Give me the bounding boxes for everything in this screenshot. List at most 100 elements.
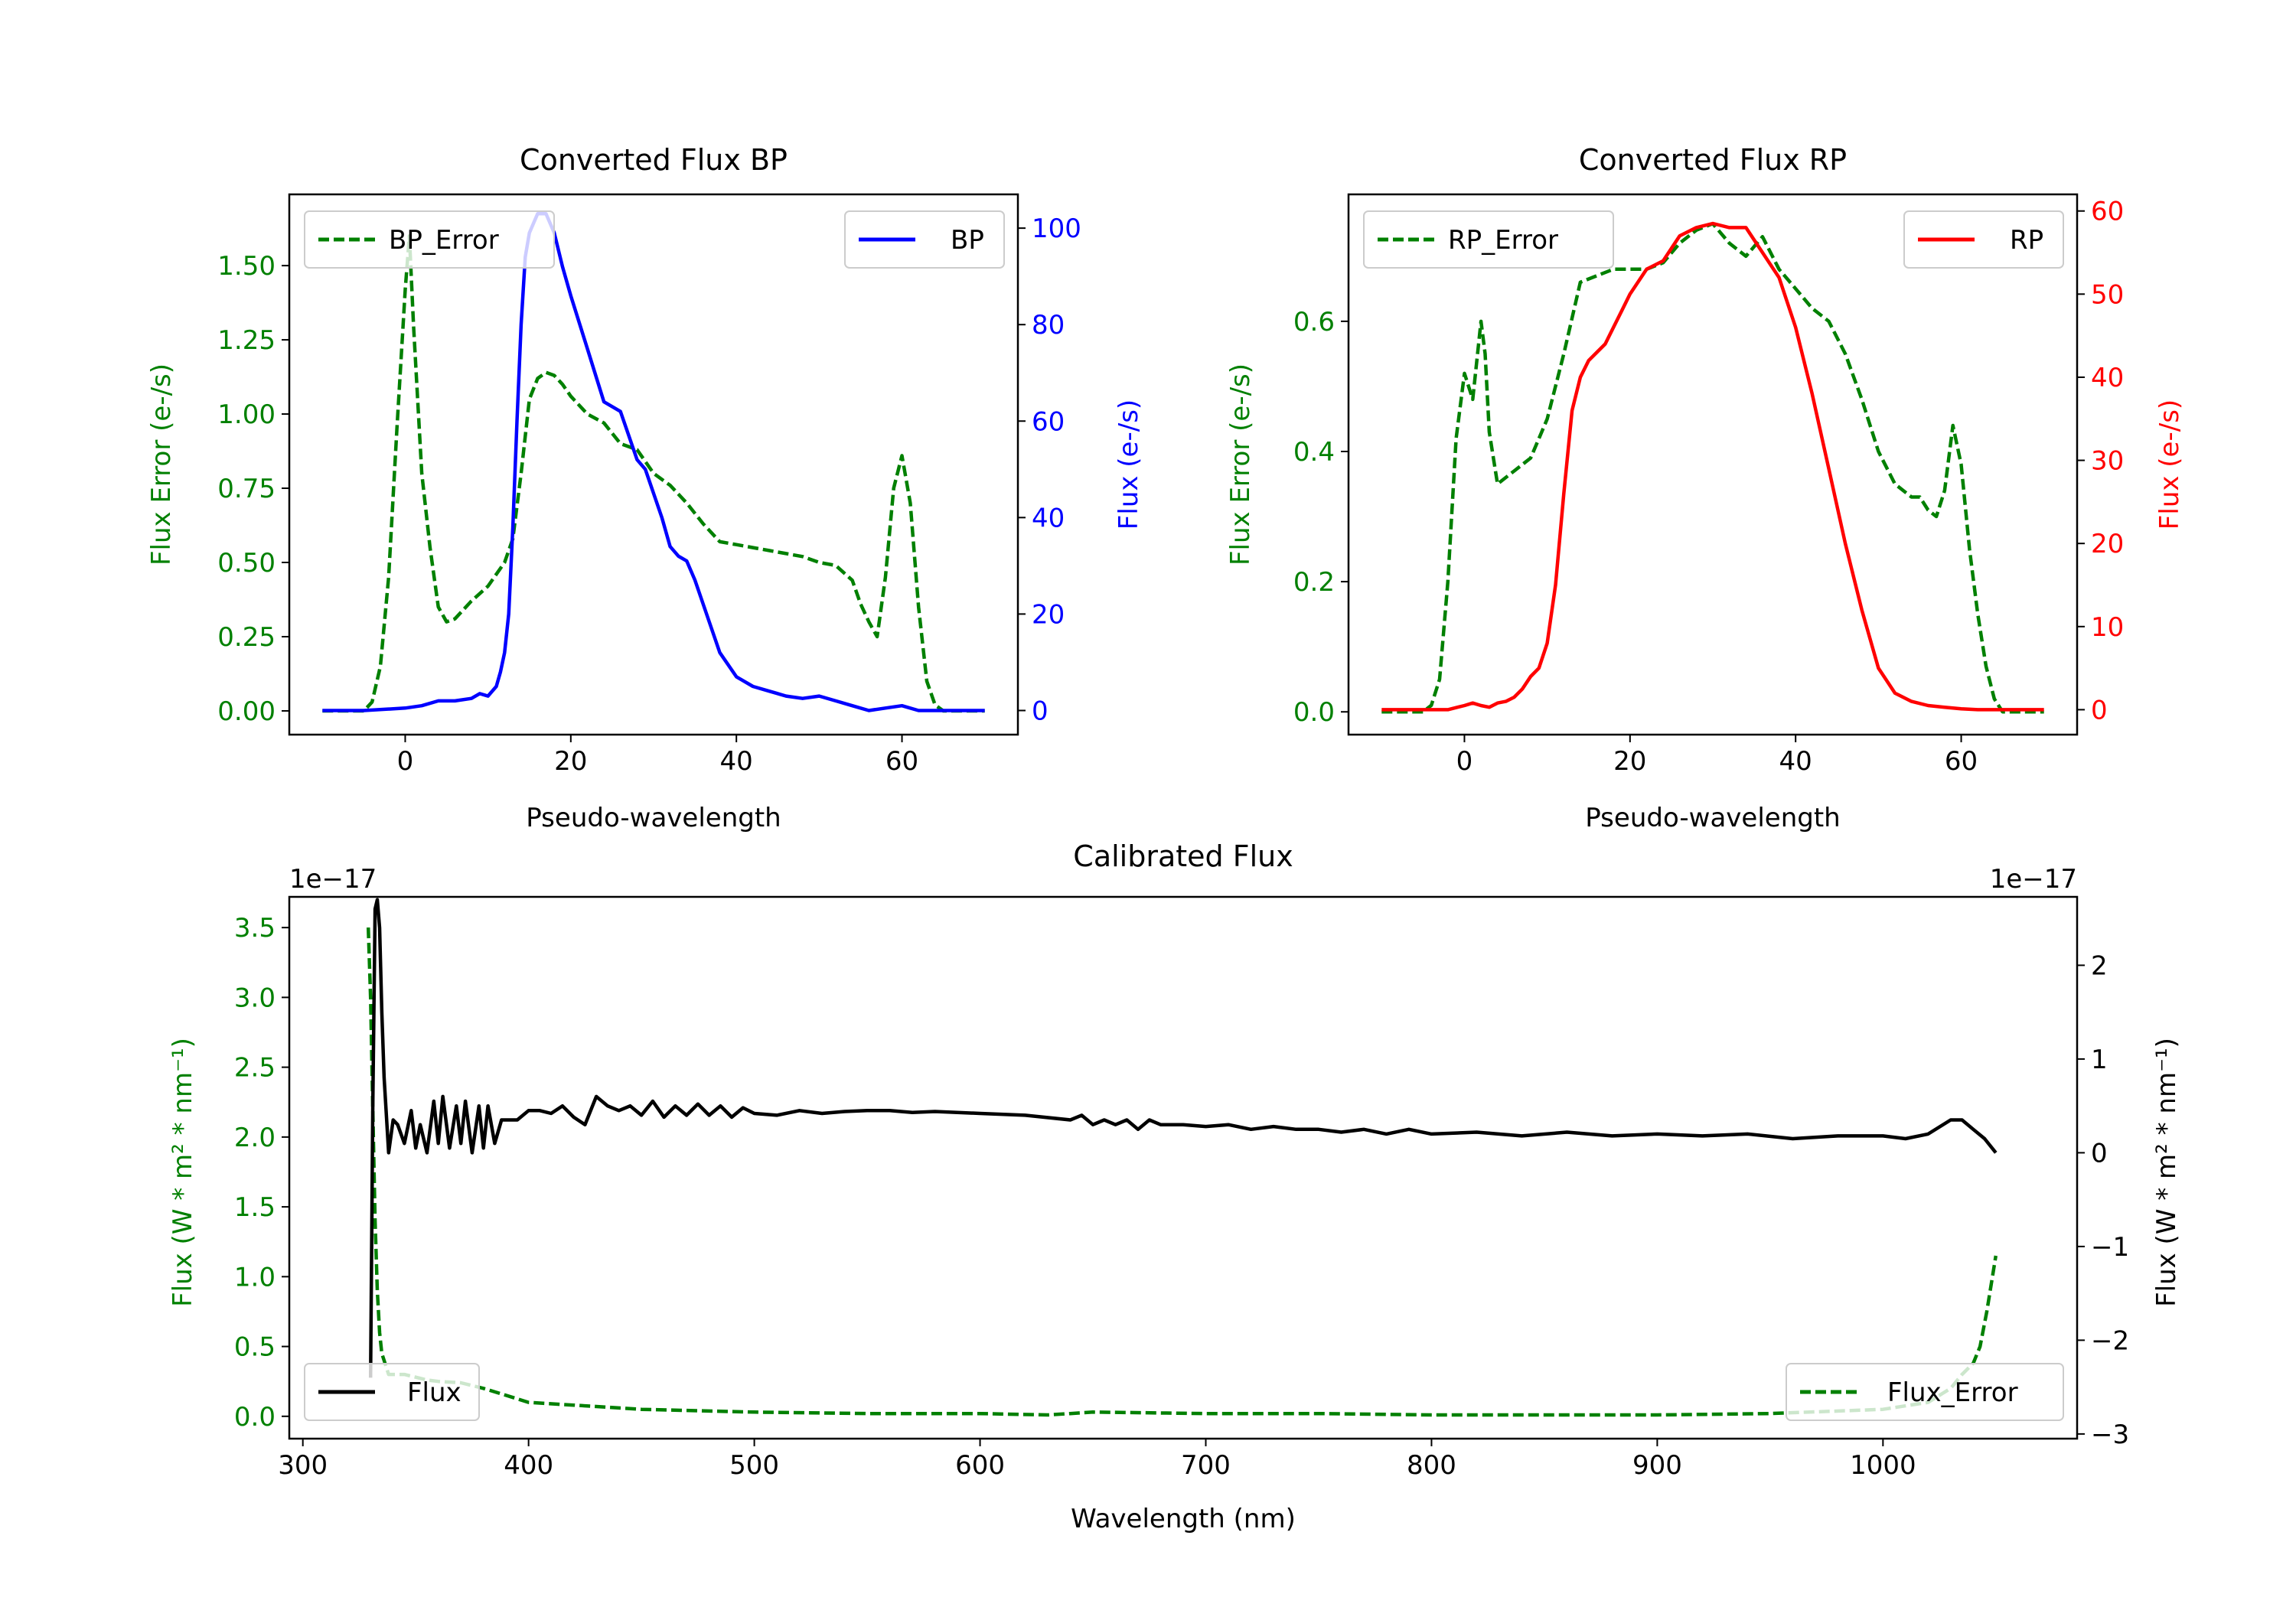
y-right-tick-label: 40 [1032,503,1065,533]
y-left-tick-label: 1.50 [217,251,276,282]
y-left-tick-label: 3.5 [234,913,276,944]
axes-frame [288,895,2079,1440]
y-left-tick-label: 0.0 [234,1402,276,1433]
x-tick-label: 40 [720,746,753,777]
series-group [1381,221,2044,714]
y-right-tick-label: 1 [2091,1045,2108,1075]
legend-left: Flux [304,1363,480,1421]
x-tick-label: 20 [554,746,587,777]
y-right-tick-label: 60 [2091,197,2124,227]
panel-title: Calibrated Flux [1073,839,1293,873]
y-right-tick-label: −2 [2091,1325,2129,1356]
y-right-tick-label: 20 [2091,529,2124,559]
legend-right-frame [1786,1363,2064,1421]
legend-left: BP_Error [304,210,555,269]
legend-right-frame [1903,210,2064,269]
legend-left-label: BP_Error [389,225,499,256]
y-right-tick-label: 80 [1032,310,1065,341]
y-left-tick-label: 0.5 [234,1332,276,1363]
panel-calibrated-flux: Calibrated Flux Wavelength (nm) 1e−17 1e… [168,839,2182,1534]
legend-left-frame [304,1363,480,1421]
y-axis-label-left: Flux Error (e-/s) [146,363,177,566]
legend-left-frame [304,210,555,269]
panel-title: Converted Flux BP [520,143,788,177]
y-left-tick-label: 2.0 [234,1123,276,1153]
series-group [322,211,985,713]
x-tick-label: 20 [1613,746,1646,777]
y-left-tick-label: 0.4 [1293,437,1335,468]
y-right-tick-label: 10 [2091,612,2124,643]
panel-title: Converted Flux RP [1579,143,1847,177]
series-line-bp-error [322,234,985,713]
x-tick-label: 900 [1632,1450,1682,1481]
axes-frame [288,193,1019,736]
x-tick-label: 60 [1945,746,1978,777]
y-left-tick-label: 0.75 [217,474,276,504]
x-tick-label: 400 [504,1450,553,1481]
y-right-tick-label: 20 [1032,599,1065,630]
y-right-tick-label: 0 [1032,696,1049,726]
x-tick-label: 700 [1181,1450,1231,1481]
y-axis-label-left: Flux Error (e-/s) [1225,363,1256,566]
y-axis-label-left: Flux (W * m² * nm⁻¹) [168,1038,198,1307]
y-right-tick-label: 2 [2091,950,2108,981]
y-axis-label-right: Flux (e-/s) [1114,399,1144,530]
x-axis-label: Pseudo-wavelength [1585,803,1840,833]
x-tick-label: 300 [278,1450,328,1481]
y-right-tick-label: −3 [2091,1420,2129,1450]
legend-left-label: Flux [407,1377,461,1408]
x-tick-label: 1000 [1850,1450,1916,1481]
y-left-tick-label: 1.5 [234,1192,276,1223]
y-left-tick-label: 0.50 [217,548,276,579]
x-tick-label: 60 [885,746,918,777]
legend-right-label: Flux_Error [1887,1377,2018,1408]
y-left-tick-label: 3.0 [234,983,276,1013]
y-right-tick-label: 0 [2091,1138,2108,1169]
axes-frame [1347,193,2079,736]
y-right-tick-label: 40 [2091,363,2124,393]
series-line-rp [1381,221,2044,712]
y-left-tick-label: 0.6 [1293,307,1335,337]
y-right-tick-label: 0 [2091,695,2108,725]
y-axis-label-right: Flux (W * m² * nm⁻¹) [2151,1038,2182,1307]
series-line-flux [368,898,1998,1378]
x-tick-label: 800 [1407,1450,1456,1481]
y-left-tick-label: 0.25 [217,622,276,653]
y-left-tick-label: 2.5 [234,1053,276,1084]
legend-left-label: RP_Error [1448,225,1558,256]
legend-right-label: BP [951,225,984,256]
series-line-bp [322,211,985,712]
x-tick-label: 600 [955,1450,1005,1481]
panel-converted-flux-bp: Converted Flux BP Pseudo-wavelength Flux… [146,143,1144,833]
y-left-tick-label: 0.2 [1293,567,1335,598]
legend-left-frame [1363,210,1614,269]
x-tick-label: 40 [1779,746,1812,777]
panel-converted-flux-rp: Converted Flux RP Pseudo-wavelength Flux… [1225,143,2185,833]
y-axis-offset-left: 1e−17 [289,864,377,895]
y-left-tick-label: 0.0 [1293,697,1335,728]
y-right-tick-label: −1 [2091,1232,2129,1263]
y-left-tick-label: 0.00 [217,696,276,727]
x-axis-label: Pseudo-wavelength [526,803,781,833]
legend-right-label: RP [2010,225,2043,256]
y-right-tick-label: 30 [2091,446,2124,477]
series-line-rp-error [1381,222,2044,714]
legend-right: Flux_Error [1786,1363,2064,1421]
y-left-tick-label: 1.00 [217,399,276,430]
legend-right: BP [844,210,1005,269]
y-left-tick-label: 1.0 [234,1262,276,1292]
y-axis-offset-right: 1e−17 [1990,864,2077,895]
x-tick-label: 500 [729,1450,779,1481]
legend-right: RP [1903,210,2064,269]
x-tick-label: 0 [1456,746,1473,777]
y-right-tick-label: 100 [1032,214,1081,244]
y-right-tick-label: 60 [1032,406,1065,437]
x-tick-label: 0 [397,746,414,777]
y-right-tick-label: 50 [2091,279,2124,310]
y-axis-label-right: Flux (e-/s) [2154,399,2185,530]
y-left-tick-label: 1.25 [217,325,276,356]
x-axis-label: Wavelength (nm) [1071,1504,1296,1534]
legend-left: RP_Error [1363,210,1614,269]
legend-right-frame [844,210,1005,269]
